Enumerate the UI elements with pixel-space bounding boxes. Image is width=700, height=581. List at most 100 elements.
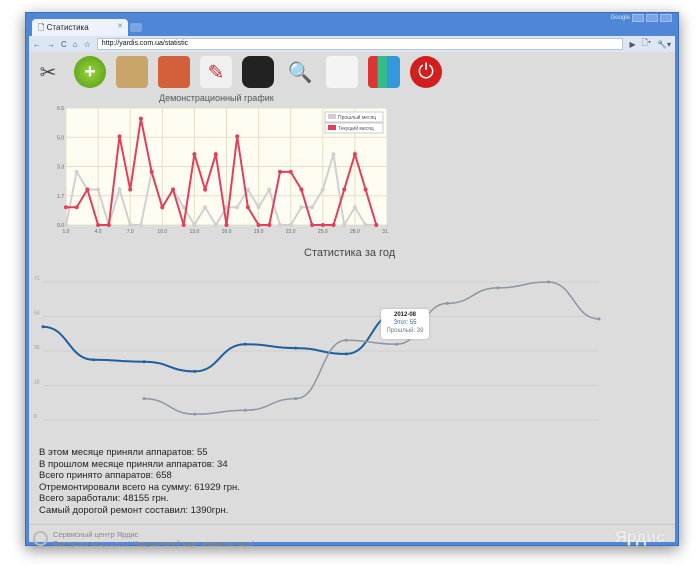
search-icon[interactable]: 🔍 [287,61,313,84]
data-point [546,280,550,284]
data-point [243,408,247,412]
footer-logo: Ярдис [615,529,665,546]
package-icon[interactable] [116,56,148,88]
wrench-menu-icon[interactable]: 🔧▾ [657,39,671,49]
data-point [193,369,197,373]
address-bar[interactable]: http://yardis.com.ua/statistic [96,38,624,50]
stat-total: Всего принято аппаратов: 658 [39,470,172,481]
y-tick-label: 0 [34,414,37,420]
footer-company: Сервисный центр Ярдис [53,530,139,539]
data-point [224,223,229,227]
x-tick-label: 1.0 [63,229,70,235]
data-point [496,286,500,290]
data-point [203,205,208,210]
add-icon[interactable]: + [74,56,106,88]
data-point [96,223,101,227]
copyright-icon [33,531,48,546]
x-tick-label: 22.0 [286,229,296,235]
legend-swatch [328,125,336,130]
x-tick-label: 10.0 [157,229,167,235]
tab-title: Статистика [46,23,89,32]
data-point [106,223,111,227]
y-tick-label: 6.6 [57,106,64,112]
data-point [138,116,143,121]
demo-chart: 0.0 1.7 3.3 5.0 6.6 1.0 4.0 7.0 10.0 13.0 16.0 19.0… [57,106,389,235]
new-tab-button[interactable] [130,23,142,32]
data-point [342,223,347,227]
data-point [192,152,197,157]
charts-icon[interactable] [368,56,400,88]
data-point [294,397,298,401]
back-icon[interactable]: ← [33,39,41,49]
forward-icon[interactable]: → [47,39,55,49]
data-point [235,205,240,210]
data-point [310,205,315,210]
home-icon[interactable]: ⌂ [72,39,78,49]
suit-icon[interactable] [242,56,274,88]
star-icon[interactable]: ☆ [83,39,91,49]
maximize-button[interactable] [646,14,658,22]
tab-statistics[interactable]: 🗋 Статистика ✕ [32,19,128,36]
data-point [331,152,336,157]
data-point [160,205,165,210]
data-point [138,223,143,227]
clipboard-icon[interactable] [326,56,358,88]
x-tick-label: 25.0 [318,229,328,235]
tools-icon[interactable]: ✂ [39,61,57,84]
y-tick-label: 5.0 [57,135,64,141]
data-point [193,412,197,416]
data-point [245,205,250,210]
page-menu-icon[interactable]: 🗋▾ [641,38,652,47]
year-chart-title: Статистика за год [304,247,396,259]
y-tick-label: 18 [34,380,40,386]
data-point [245,187,250,192]
power-icon[interactable]: ⏻ [410,56,442,88]
x-tick-label: 16.0 [222,229,232,235]
data-point [344,338,348,342]
app-toolbar: ✂ + ✎ 🔍 ⏻ [32,56,442,88]
data-point [213,152,218,157]
notes-icon[interactable]: ✎ [200,56,232,88]
data-point [117,134,122,139]
data-point [445,301,449,305]
close-tab-icon[interactable]: ✕ [117,23,123,30]
data-point [374,223,379,227]
x-tick-label: 4.0 [95,229,102,235]
x-tick-label: 13.0 [190,229,200,235]
y-tick-label: 71 [34,276,40,282]
data-point [352,205,357,210]
series-line [65,153,377,229]
tooltip-prev: Прошлый: 39 [386,328,424,334]
y-tick-label: 3.3 [57,165,64,171]
data-point [128,223,133,227]
data-point [395,342,399,346]
data-point [142,397,146,401]
data-point [267,187,272,192]
data-point [342,187,347,192]
tooltip-this: Этот: 55 [393,320,417,326]
y-tick-label: 1.7 [57,194,64,200]
tooltip-date: 2012-08 [393,312,417,318]
series-line [144,281,600,415]
minimize-button[interactable] [632,14,644,22]
year-chart: 0183653712012-012012-022012-032012-04201… [34,276,601,421]
data-point [85,187,90,192]
data-point [363,187,368,192]
data-point [64,223,68,227]
data-point [363,223,368,227]
boxes-icon[interactable] [158,56,190,88]
reload-icon[interactable]: C [61,39,67,49]
data-point [267,223,272,227]
go-icon[interactable]: ▶ [629,39,636,49]
browser-window: 🗋 Статистика ✕ Google ← → C ⌂ ☆ http://yardis… [25,12,679,548]
data-point [96,187,101,192]
data-point [142,360,146,364]
data-point [597,317,601,321]
legend-label: Текущий месяц [338,125,374,132]
close-window-button[interactable] [660,14,672,22]
page-icon: 🗋 [38,23,47,32]
footer: Сервисный центр Ярдис Все права защищены… [29,524,675,548]
data-point [331,223,336,227]
chart-tooltip: 2012-08 Этот: 55 Прошлый: 39 [381,309,429,339]
page-content: ✂ + ✎ 🔍 ⏻ Демонстрационный график 0.0 1.7… [29,52,675,548]
